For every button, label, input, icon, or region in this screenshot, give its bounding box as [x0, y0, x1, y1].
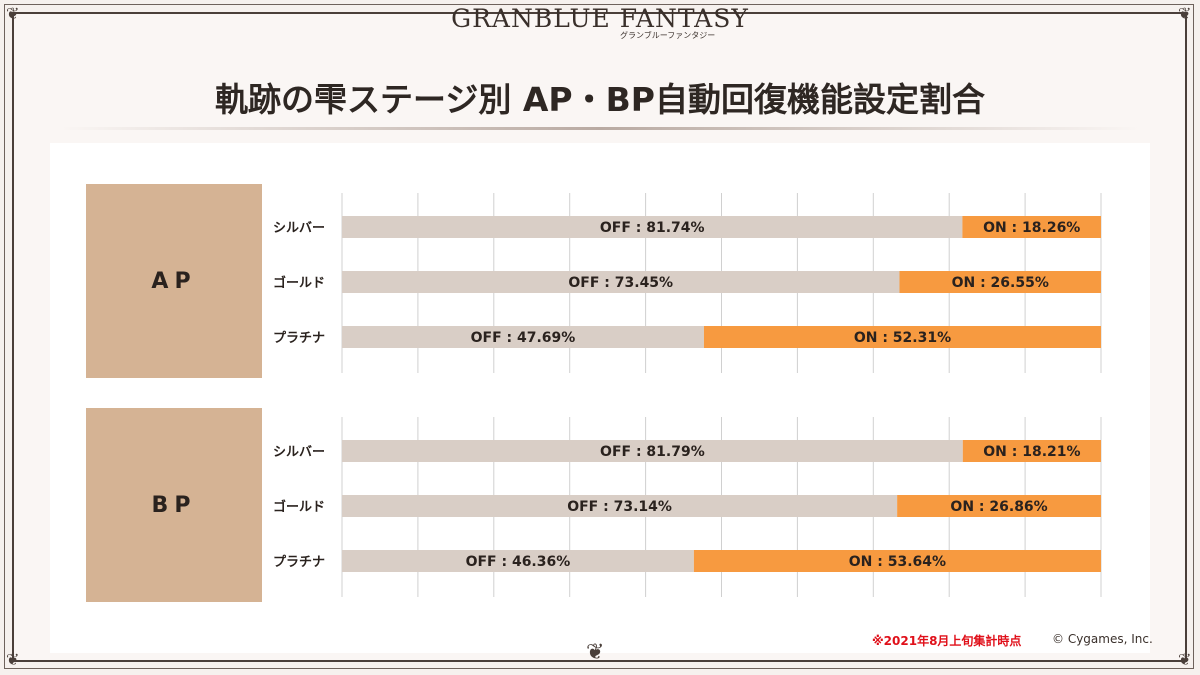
logo-text: GRANBLUE FANTASY	[451, 4, 749, 33]
bar-off	[342, 495, 898, 517]
corner-ornament-icon: ❦	[1178, 650, 1192, 669]
corner-ornament-icon: ❦	[6, 4, 20, 23]
bar-on	[899, 271, 1101, 293]
category-label: ゴールド	[273, 275, 325, 291]
bottom-ornament-icon: ❦	[586, 640, 605, 665]
bar-off	[342, 271, 900, 293]
category-label: シルバー	[273, 221, 325, 236]
bar-on	[962, 440, 1101, 462]
corner-ornament-icon: ❦	[1178, 4, 1192, 23]
bar-on	[703, 326, 1101, 348]
data-label-on: ON : 53.64%	[849, 554, 946, 570]
category-label: ゴールド	[273, 499, 325, 515]
bar-off	[342, 440, 963, 462]
data-label-on: ON : 26.55%	[952, 275, 1049, 291]
data-label-off: OFF : 47.69%	[471, 330, 576, 346]
footnote: ※2021年8月上旬集計時点	[872, 634, 1022, 648]
group-label-bp: BP	[86, 408, 262, 602]
logo-subtitle: グランブルーファンタジー	[620, 31, 716, 40]
category-label: プラチナ	[273, 331, 325, 346]
data-label-off: OFF : 73.14%	[567, 499, 672, 515]
outer-frame	[4, 4, 1194, 669]
bar-on	[693, 550, 1101, 572]
data-label-on: ON : 52.31%	[854, 330, 951, 346]
data-label-off: OFF : 46.36%	[466, 554, 571, 570]
bar-off	[342, 216, 963, 238]
data-label-on: ON : 26.86%	[950, 499, 1047, 515]
data-label-off: OFF : 81.74%	[600, 220, 705, 236]
category-label: シルバー	[273, 445, 325, 460]
title-underline	[60, 127, 1140, 130]
corner-ornament-icon: ❦	[6, 650, 20, 669]
data-label-on: ON : 18.26%	[983, 220, 1080, 236]
copyright: © Cygames, Inc.	[1052, 632, 1153, 646]
bar-on	[897, 495, 1101, 517]
category-label: プラチナ	[273, 555, 325, 570]
data-label-off: OFF : 73.45%	[568, 275, 673, 291]
bar-on	[962, 216, 1101, 238]
page-title: 軌跡の雫ステージ別 AP・BP自動回復機能設定割合	[215, 80, 985, 119]
logo: GRANBLUE FANTASY	[0, 4, 1200, 33]
group-label-ap: AP	[86, 184, 262, 378]
data-label-off: OFF : 81.79%	[600, 444, 705, 460]
data-label-on: ON : 18.21%	[983, 444, 1080, 460]
bar-off	[342, 550, 694, 572]
bar-off	[342, 326, 704, 348]
